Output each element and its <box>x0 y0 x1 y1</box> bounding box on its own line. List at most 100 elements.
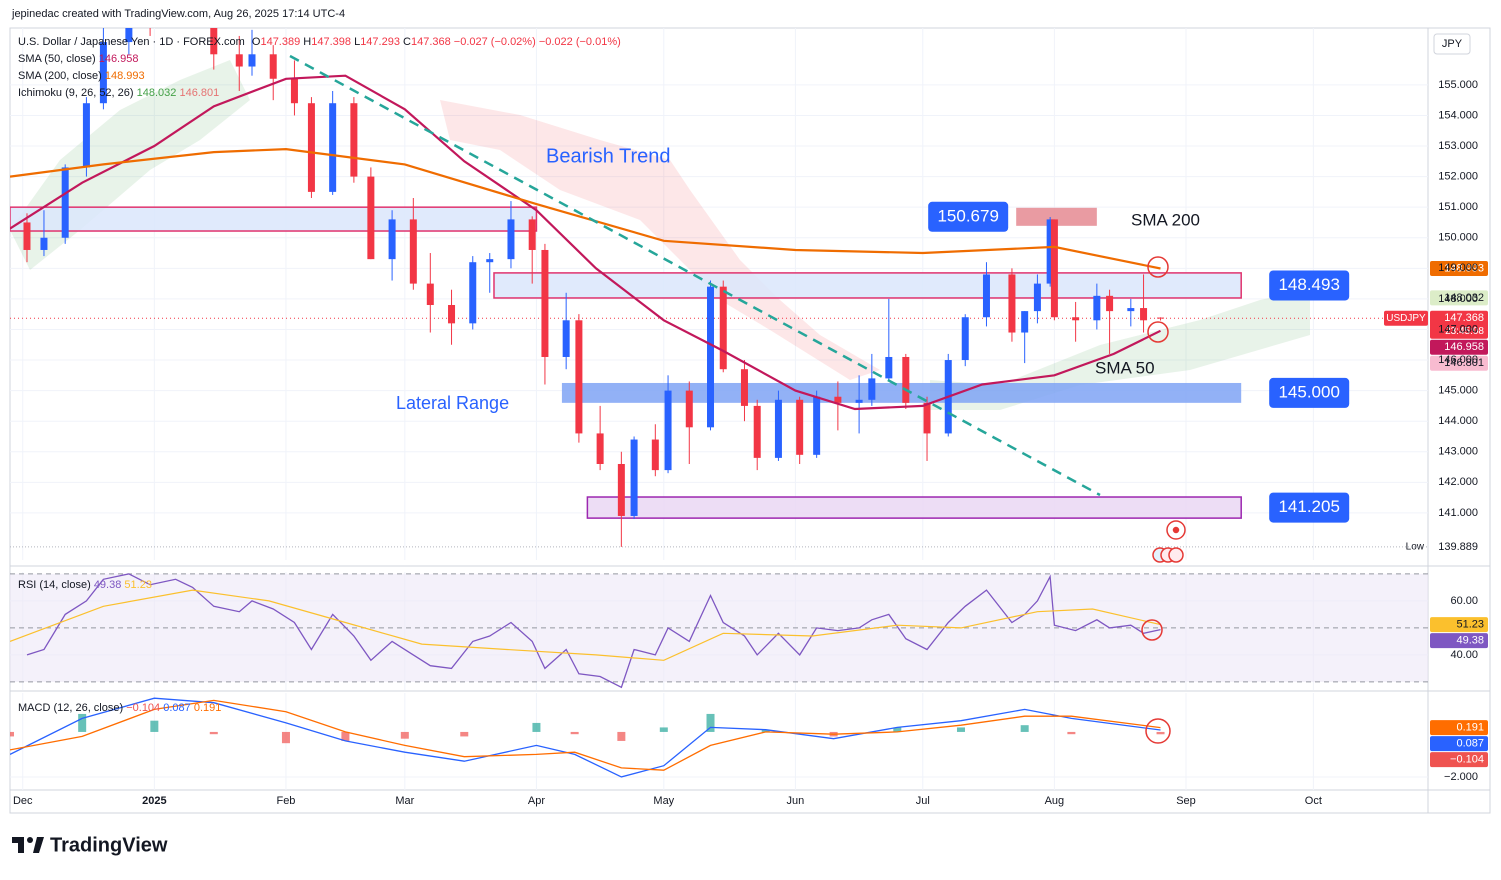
price-badge-label: 146.958 <box>1444 341 1484 353</box>
candle-body <box>486 259 494 263</box>
legend-main: U.S. Dollar / Japanese Yen · 1D · FOREX.… <box>18 36 621 48</box>
candle-body <box>1106 295 1114 312</box>
zone <box>1016 207 1097 226</box>
candle-body <box>651 439 659 471</box>
y-tick-label: 60.00 <box>1450 595 1478 607</box>
y-tick-label: 40.00 <box>1450 649 1478 661</box>
ohlc-value: 147.293 <box>360 36 400 48</box>
x-tick-label: Jun <box>787 795 805 807</box>
candle-body <box>707 286 715 428</box>
candle-body <box>630 439 638 516</box>
candle-body <box>469 262 477 324</box>
y-tick-label: 145.000 <box>1438 385 1478 397</box>
ohlc-value: 147.398 <box>311 36 351 48</box>
legend-value: 148.032 <box>137 87 177 99</box>
price-badge <box>1430 339 1488 355</box>
annotation: SMA 50 <box>1095 358 1155 377</box>
candle-body <box>813 396 821 455</box>
event-marker <box>1172 526 1180 534</box>
macd-histogram-bar <box>78 713 87 732</box>
candle-body <box>1046 219 1054 284</box>
y-tick-label: 153.000 <box>1438 140 1478 152</box>
price-pane <box>10 28 1428 547</box>
macd-histogram-bar <box>400 731 409 739</box>
price-badge <box>1430 310 1488 339</box>
legend-name: Ichimoku (9, 26, 52, 26) <box>18 87 134 99</box>
low-value: 139.889 <box>1438 541 1478 553</box>
candle-body <box>125 28 133 43</box>
marker <box>1147 256 1169 278</box>
price-badge-label: 0.087 <box>1456 738 1484 750</box>
candle-body <box>923 402 931 434</box>
legend-value: 51.23 <box>124 579 152 591</box>
y-tick-label: 149.000 <box>1438 262 1478 274</box>
ohlc-key: L <box>354 36 360 48</box>
macd-histogram-bar <box>532 722 541 732</box>
rsi-line <box>10 589 1161 661</box>
price-badge-label: 51.23 <box>1456 618 1484 630</box>
legend-value: 0.191 <box>194 702 222 714</box>
candle-body <box>248 54 256 67</box>
price-badge <box>1430 617 1488 633</box>
symbol-title: U.S. Dollar / Japanese Yen · 1D · FOREX.… <box>18 36 245 48</box>
candle-body <box>426 283 434 306</box>
candle-body <box>961 317 969 361</box>
price-badge-label: −0.104 <box>1450 754 1484 766</box>
countdown: 23:45:08 <box>1445 326 1484 337</box>
price-badge <box>1430 261 1488 277</box>
candle-body <box>269 54 277 79</box>
price-badge-label: 146.801 <box>1444 357 1484 369</box>
candle-body <box>99 42 107 104</box>
candle-body <box>617 463 625 516</box>
symbol-tag-label: USDJPY <box>1386 313 1426 324</box>
legend-value: 49.38 <box>94 579 122 591</box>
zone <box>561 382 1242 403</box>
candle-body <box>834 396 842 403</box>
candle-body <box>210 28 218 55</box>
change: −0.027 (−0.02%) <box>454 36 536 48</box>
level-label: 150.679 <box>937 206 998 225</box>
candle-body <box>409 219 417 284</box>
logo <box>12 837 44 853</box>
x-tick-label: Dec <box>13 795 33 807</box>
ohlc-key: O <box>252 36 261 48</box>
legend-rsi: RSI (14, close) 49.38 51.23 <box>18 579 152 591</box>
legend-value: 146.958 <box>99 53 139 65</box>
price-badge <box>1430 752 1488 768</box>
caption: jepinedac created with TradingView.com, … <box>11 8 345 20</box>
macd-histogram-bar <box>570 731 579 735</box>
x-tick-label: 2025 <box>142 795 166 807</box>
trend-line <box>289 54 1101 497</box>
candle-body <box>868 378 876 400</box>
macd-histogram-bar <box>281 731 290 744</box>
candle-body <box>307 103 315 192</box>
legend-value: −0.104 <box>126 702 160 714</box>
annotation: Lateral Range <box>396 393 509 413</box>
rsi-band <box>10 573 1428 682</box>
markers <box>1141 256 1186 744</box>
macd-histogram-bar <box>1156 731 1165 735</box>
event-flag <box>1168 547 1184 563</box>
candle-body <box>902 356 910 403</box>
candle-body <box>388 219 396 260</box>
level-label-box <box>928 201 1009 232</box>
candle-body <box>740 369 748 406</box>
legend-sma200: SMA (200, close) 148.993 <box>18 70 145 82</box>
legend-value: 148.993 <box>105 70 145 82</box>
candle-body <box>664 390 672 471</box>
overlay: 148.493 145.000 141.205 150.679 Low 139.889 Be… <box>10 145 1488 768</box>
candle-body <box>685 390 693 428</box>
price-badge <box>1430 355 1488 371</box>
frame <box>9 27 1491 814</box>
candle-body <box>1008 274 1016 333</box>
x-tick-label: Apr <box>528 795 545 807</box>
level-label: 145.000 <box>1278 382 1339 401</box>
symbol-tag <box>1384 310 1428 326</box>
change-ext: −0.022 (−0.01%) <box>539 36 621 48</box>
macd-line <box>10 699 1161 771</box>
price-badge <box>1430 633 1488 649</box>
annotation: SMA 200 <box>1131 210 1200 229</box>
candle-body <box>448 305 456 324</box>
